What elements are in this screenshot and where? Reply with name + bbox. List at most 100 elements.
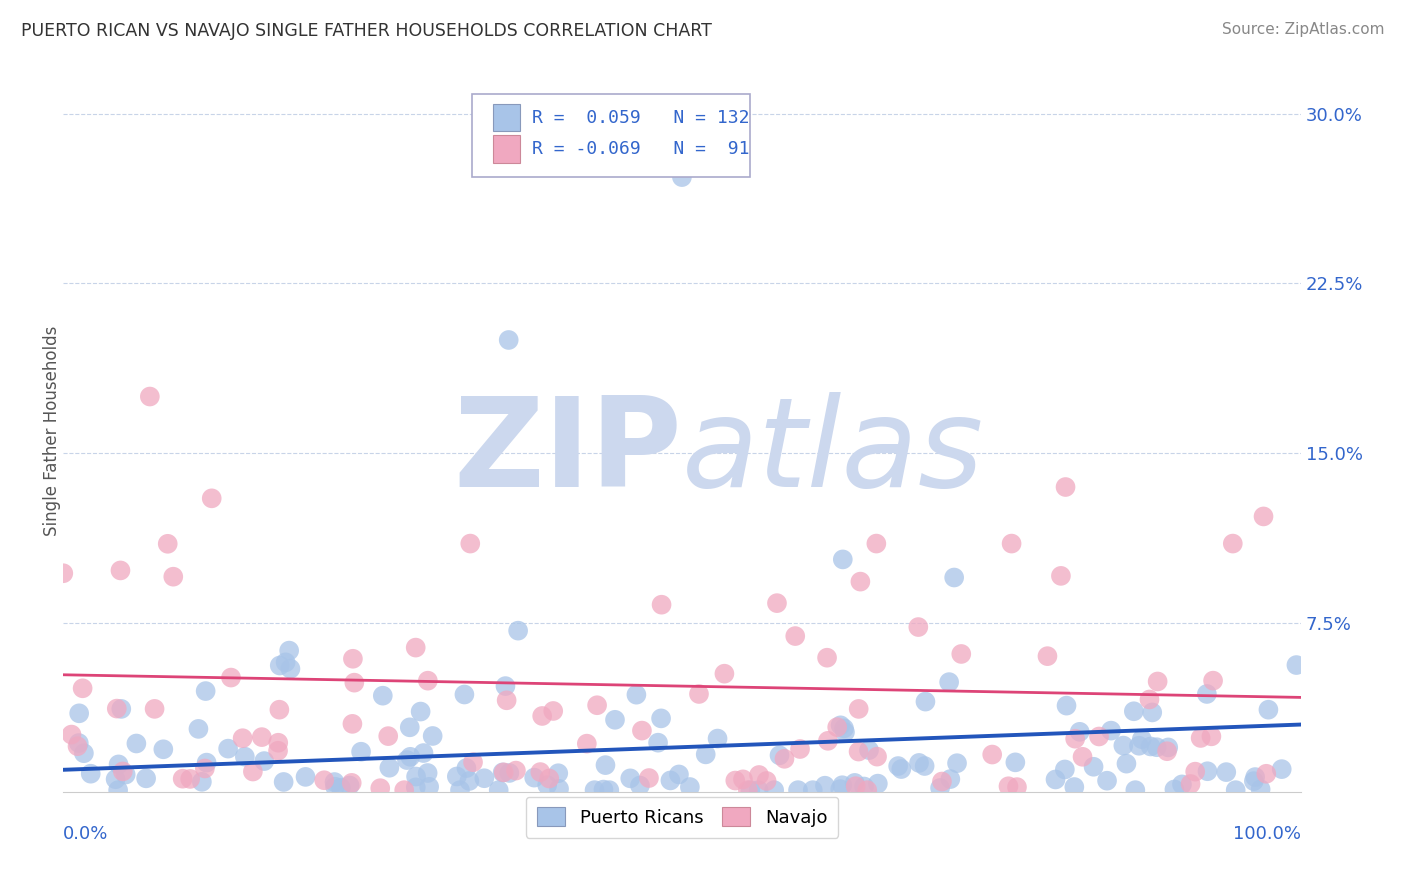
Point (650, 711, 672, 725)
Point (135, 772, 157, 786)
Point (647, 736, 669, 750)
Point (191, 774, 214, 789)
Point (724, 773, 747, 788)
Point (907, 620, 929, 634)
Point (1163, 782, 1185, 797)
Point (834, 725, 856, 739)
Point (1215, 765, 1237, 780)
Point (342, 652, 364, 666)
Point (350, 745, 373, 759)
Point (107, 757, 129, 772)
Point (187, 722, 209, 736)
Point (342, 717, 364, 731)
Point (1069, 724, 1091, 739)
Point (815, 650, 838, 665)
Text: R = -0.069   N =  91: R = -0.069 N = 91 (533, 140, 749, 158)
Point (1099, 723, 1122, 738)
Text: atlas: atlas (682, 392, 984, 513)
Point (416, 766, 439, 780)
Text: ZIP: ZIP (453, 392, 682, 513)
Point (1243, 774, 1265, 789)
Point (1184, 764, 1206, 779)
Point (929, 780, 952, 795)
Point (931, 774, 953, 789)
Point (156, 537, 179, 551)
Point (914, 695, 936, 709)
Point (548, 781, 571, 796)
Point (398, 720, 420, 734)
Text: Source: ZipAtlas.com: Source: ZipAtlas.com (1222, 22, 1385, 37)
Point (111, 764, 134, 779)
Point (488, 783, 510, 797)
Point (508, 624, 530, 638)
Point (831, 778, 853, 792)
Point (273, 775, 295, 789)
Point (1139, 739, 1161, 754)
Point (242, 764, 264, 779)
Point (1256, 766, 1278, 780)
Point (274, 656, 297, 670)
Point (938, 675, 960, 690)
Point (887, 759, 910, 773)
Point (505, 764, 527, 778)
Point (866, 776, 889, 790)
Point (72, 681, 94, 696)
Point (194, 684, 217, 698)
Point (1156, 744, 1178, 758)
Point (152, 742, 174, 756)
Point (536, 778, 558, 792)
Point (849, 574, 872, 589)
Point (368, 781, 391, 796)
Point (755, 774, 778, 789)
Point (110, 563, 132, 577)
Point (679, 780, 702, 794)
Point (981, 747, 1004, 762)
Point (817, 734, 839, 748)
Point (688, 687, 710, 701)
Point (323, 775, 346, 789)
Point (395, 753, 418, 767)
Point (592, 782, 614, 797)
Point (523, 771, 546, 785)
Point (1005, 780, 1028, 794)
Point (201, 491, 224, 506)
Point (253, 754, 276, 768)
Point (179, 772, 201, 786)
Point (890, 762, 912, 776)
Point (1123, 783, 1146, 797)
Point (1244, 770, 1267, 784)
Point (498, 333, 520, 347)
Point (1180, 777, 1202, 791)
Point (323, 780, 346, 794)
Point (1222, 536, 1244, 550)
Point (314, 773, 336, 788)
Point (267, 736, 290, 750)
Point (731, 772, 754, 787)
Point (219, 671, 242, 685)
Point (1157, 740, 1180, 755)
Point (1128, 739, 1150, 753)
Point (737, 783, 759, 797)
Point (139, 390, 162, 404)
Point (706, 731, 728, 746)
Text: 0.0%: 0.0% (63, 825, 108, 843)
Point (586, 698, 609, 713)
Point (1053, 763, 1076, 777)
Point (1225, 783, 1247, 797)
Point (946, 756, 969, 771)
Point (449, 783, 471, 797)
Point (458, 536, 481, 550)
Point (114, 767, 136, 781)
Point (494, 679, 516, 693)
Point (162, 570, 184, 584)
Point (598, 783, 620, 797)
Point (498, 766, 520, 780)
Point (1130, 732, 1153, 747)
Point (329, 780, 352, 795)
Point (195, 756, 218, 770)
FancyBboxPatch shape (471, 94, 749, 178)
Point (269, 703, 291, 717)
Point (1063, 780, 1085, 794)
Point (1146, 674, 1168, 689)
Point (339, 779, 361, 793)
